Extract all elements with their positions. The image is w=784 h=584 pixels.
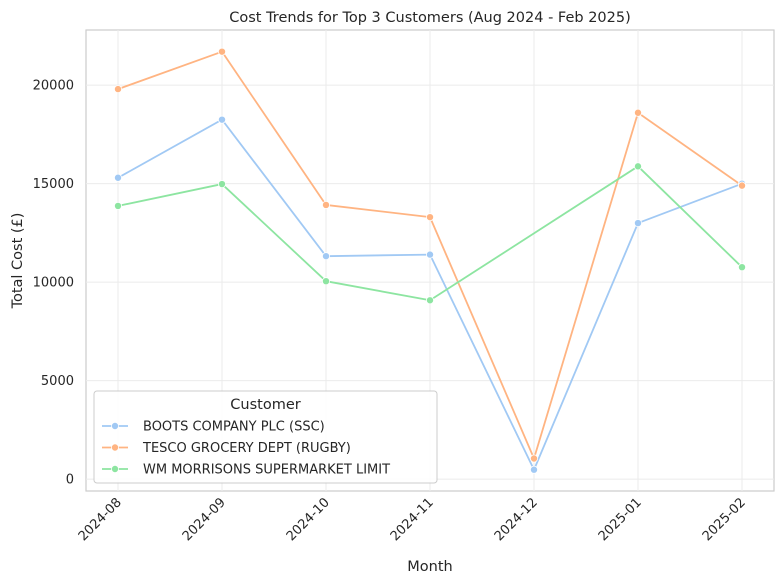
y-tick-label: 15000 [33,177,74,192]
y-tick-label: 0 [66,473,74,488]
y-axis-label: Total Cost (£) [10,213,26,310]
legend-label: BOOTS COMPANY PLC (SSC) [143,420,325,435]
legend-label: WM MORRISONS SUPERMARKET LIMIT [143,463,390,478]
y-axis-ticks: 0 5000 10000 15000 20000 [33,79,74,488]
legend-title: Customer [230,397,300,413]
data-point [321,277,330,286]
x-tick-label: 2025-02 [700,495,749,544]
x-tick-label: 2024-10 [284,495,333,544]
legend-items: BOOTS COMPANY PLC (SSC) TESCO GROCERY DEP… [102,420,390,478]
series-line [117,165,743,302]
legend-marker [111,464,120,473]
data-point [738,263,747,272]
data-point [634,108,643,117]
legend-marker [111,421,120,430]
y-tick-label: 10000 [33,276,74,291]
x-tick-label: 2025-01 [596,495,645,544]
data-point [425,213,434,222]
legend: Customer BOOTS COMPANY PLC (SSC) TESCO GR… [93,390,438,484]
data-point [114,85,123,94]
data-point [114,201,123,210]
series-points [114,47,747,474]
data-point [217,115,226,124]
data-point [425,296,434,305]
legend-marker [111,443,120,452]
data-point [321,200,330,209]
legend-label: TESCO GROCERY DEPT (RUGBY) [142,441,351,456]
x-tick-label: 2024-12 [492,495,541,544]
data-point [425,250,434,259]
x-tick-label: 2024-11 [388,495,437,544]
legend-box [93,390,438,484]
data-point [634,219,643,228]
data-point [114,173,123,182]
chart-title: Cost Trends for Top 3 Customers (Aug 202… [229,10,631,26]
data-point [321,252,330,261]
x-axis-ticks: 2024-08 2024-09 2024-10 2024-11 2024-12 2025-… [76,495,749,544]
x-tick-label: 2024-08 [76,495,125,544]
x-tick-label: 2024-09 [180,495,229,544]
data-point [217,180,226,189]
x-axis-label: Month [407,559,452,575]
y-tick-label: 5000 [41,374,74,389]
data-point [738,181,747,190]
data-point [530,465,539,474]
data-point [530,454,539,463]
data-point [634,162,643,171]
y-tick-label: 20000 [33,79,74,94]
data-point [217,47,226,56]
